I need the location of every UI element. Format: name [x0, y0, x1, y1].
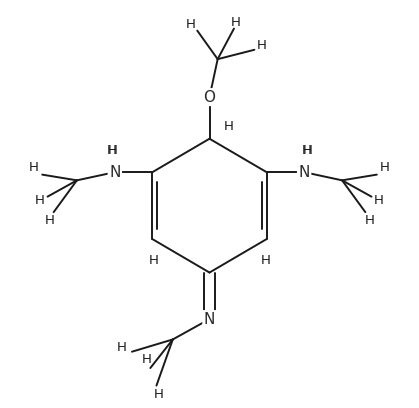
Text: O: O: [204, 90, 215, 104]
Text: N: N: [204, 312, 215, 326]
Text: H: H: [374, 194, 384, 207]
Text: H: H: [224, 120, 234, 133]
Text: N: N: [109, 165, 121, 180]
Text: H: H: [107, 144, 116, 157]
Text: H: H: [185, 18, 195, 31]
Text: H: H: [365, 214, 374, 227]
Text: H: H: [256, 39, 266, 52]
Text: H: H: [35, 194, 45, 207]
Text: H: H: [303, 144, 312, 157]
Text: H: H: [117, 341, 127, 354]
Text: H: H: [29, 161, 39, 174]
Text: H: H: [231, 16, 241, 29]
Text: N: N: [298, 165, 310, 180]
Text: H: H: [148, 254, 158, 267]
Text: H: H: [142, 353, 152, 366]
Text: H: H: [380, 161, 390, 174]
Text: H: H: [261, 254, 271, 267]
Text: H: H: [302, 144, 312, 157]
Text: H: H: [153, 388, 163, 401]
Text: H: H: [45, 214, 54, 227]
Text: H: H: [107, 144, 117, 157]
